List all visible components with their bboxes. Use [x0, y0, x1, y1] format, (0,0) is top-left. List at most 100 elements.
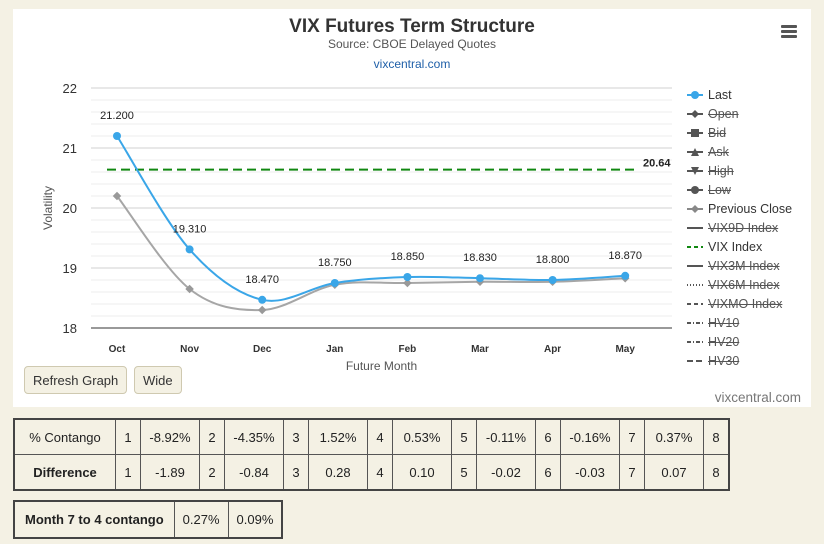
- legend-item[interactable]: Ask: [687, 142, 792, 161]
- last-data-label: 21.200: [100, 110, 134, 122]
- chart-legend: Last Open Bid Ask High Low Previous Close VIX9D…: [687, 85, 792, 370]
- month-index-cell: 3: [283, 418, 309, 455]
- legend-symbol-icon: [687, 90, 703, 99]
- value-cell: -8.92%: [140, 418, 200, 455]
- table-row: Month 7 to 4 contango 0.27% 0.09%: [13, 500, 283, 539]
- x-tick-label: Dec: [253, 344, 272, 355]
- month-index-cell: 6: [535, 454, 561, 491]
- legend-item[interactable]: VIX6M Index: [687, 275, 792, 294]
- last-line: [116, 135, 626, 302]
- month-contango-value-1: 0.27%: [173, 500, 229, 539]
- previous-close-point: [257, 305, 267, 315]
- chart-credit[interactable]: vixcentral.com: [714, 390, 801, 405]
- last-point: [621, 271, 630, 280]
- legend-label: VIX3M Index: [708, 258, 780, 273]
- legend-symbol-icon: [687, 147, 703, 156]
- month-index-cell: 2: [199, 454, 225, 491]
- x-axis-title: Future Month: [346, 359, 417, 373]
- legend-item[interactable]: High: [687, 161, 792, 180]
- month-index-cell: 4: [367, 418, 393, 455]
- legend-item[interactable]: VIXMO Index: [687, 294, 792, 313]
- legend-label: High: [708, 163, 734, 178]
- legend-symbol-icon: [687, 283, 703, 286]
- x-tick-label: Apr: [544, 344, 561, 355]
- legend-label: VIX9D Index: [708, 220, 779, 235]
- legend-item[interactable]: VIX3M Index: [687, 256, 792, 275]
- legend-item[interactable]: HV30: [687, 351, 792, 370]
- legend-item[interactable]: Open: [687, 104, 792, 123]
- legend-symbol-icon: [687, 109, 703, 118]
- legend-label: Previous Close: [708, 201, 793, 216]
- last-data-label: 18.750: [318, 257, 352, 269]
- legend-symbol-icon: [687, 302, 703, 305]
- last-data-label: 18.830: [463, 252, 497, 264]
- month-index-cell: 4: [367, 454, 393, 491]
- last-point: [548, 276, 557, 284]
- legend-symbol-icon: [687, 321, 703, 324]
- month-index-cell: 8: [703, 454, 730, 491]
- y-tick-label: 18: [63, 321, 77, 336]
- value-cell: -0.84: [224, 454, 284, 491]
- last-data-label: 18.850: [391, 251, 425, 263]
- value-cell: 0.37%: [644, 418, 704, 455]
- month-index-cell: 5: [451, 454, 477, 491]
- legend-symbol-icon: [687, 245, 703, 248]
- legend-label: VIX6M Index: [708, 277, 780, 292]
- previous-close-point: [112, 191, 122, 201]
- legend-item[interactable]: Bid: [687, 123, 792, 142]
- wide-button[interactable]: Wide: [134, 366, 182, 394]
- last-data-label: 18.800: [536, 254, 570, 266]
- value-cell: 0.07: [644, 454, 704, 491]
- y-tick-label: 19: [63, 261, 77, 276]
- hamburger-menu-icon[interactable]: [781, 25, 797, 39]
- source-link[interactable]: vixcentral.com: [373, 57, 451, 71]
- month-index-cell: 1: [115, 418, 141, 455]
- month-index-cell: 7: [619, 418, 645, 455]
- value-cell: -0.02: [476, 454, 536, 491]
- contango-table: % Contango 1 -8.92% 2 -4.35% 3 1.52% 4 0.53% 5 -0.…: [13, 418, 730, 491]
- last-data-label: 18.470: [245, 274, 279, 286]
- refresh-graph-button[interactable]: Refresh Graph: [24, 366, 128, 394]
- x-tick-label: May: [615, 344, 635, 355]
- legend-symbol-icon: [687, 264, 703, 267]
- last-point: [113, 132, 121, 140]
- legend-item[interactable]: Last: [687, 85, 792, 104]
- last-point: [185, 245, 194, 254]
- table-row: % Contango 1 -8.92% 2 -4.35% 3 1.52% 4 0.53% 5 -0.…: [13, 418, 730, 455]
- previous-close-point: [403, 278, 412, 288]
- legend-item[interactable]: HV20: [687, 332, 792, 351]
- vix-index-label: 20.64: [643, 158, 671, 170]
- x-tick-label: Feb: [399, 344, 417, 355]
- legend-label: Last: [708, 87, 732, 102]
- value-cell: 0.53%: [392, 418, 452, 455]
- legend-symbol-icon: [687, 340, 703, 343]
- x-tick-label: Nov: [180, 344, 199, 355]
- legend-item[interactable]: VIX9D Index: [687, 218, 792, 237]
- legend-label: HV30: [708, 353, 740, 368]
- y-tick-label: 22: [63, 81, 77, 96]
- row-header: % Contango: [13, 418, 116, 455]
- legend-label: VIX Index: [708, 239, 763, 254]
- last-point: [403, 273, 412, 281]
- month-index-cell: 8: [703, 418, 730, 455]
- month-contango-table: Month 7 to 4 contango 0.27% 0.09%: [13, 500, 284, 539]
- month-index-cell: 2: [199, 418, 225, 455]
- value-cell: -0.11%: [476, 418, 536, 455]
- legend-label: Ask: [708, 144, 729, 159]
- last-data-label: 19.310: [173, 223, 207, 235]
- x-tick-label: Jan: [326, 344, 343, 355]
- legend-symbol-icon: [687, 185, 703, 194]
- legend-item[interactable]: HV10: [687, 313, 792, 332]
- last-point: [258, 295, 267, 304]
- previous-close-point: [185, 284, 194, 294]
- y-axis-title: Volatility: [41, 186, 55, 230]
- legend-item[interactable]: VIX Index: [687, 237, 792, 256]
- legend-item[interactable]: Low: [687, 180, 792, 199]
- value-cell: -4.35%: [224, 418, 284, 455]
- table-row: Difference 1 -1.89 2 -0.84 3 0.28 4 0.10 5 -0.02 6-…: [13, 454, 730, 491]
- row-header: Difference: [13, 454, 116, 491]
- legend-label: HV20: [708, 334, 740, 349]
- x-tick-label: Oct: [109, 344, 126, 355]
- legend-item[interactable]: Previous Close: [687, 199, 792, 218]
- legend-label: VIXMO Index: [708, 296, 783, 311]
